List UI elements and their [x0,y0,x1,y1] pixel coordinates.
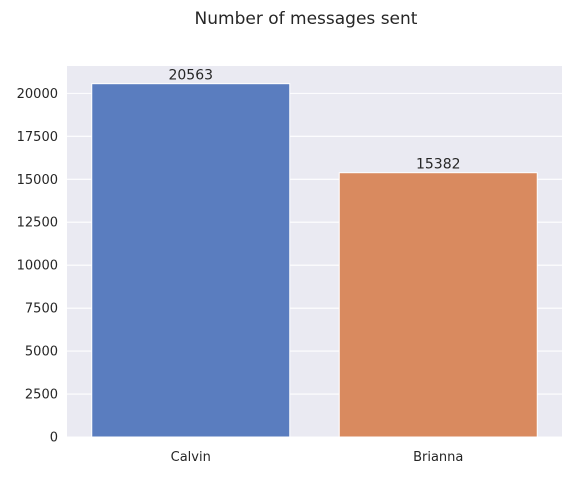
y-tick-label: 2500 [25,388,58,403]
y-axis-ticks: 0 2500 5000 7500 10000 12500 15000 17500 20000 [17,87,58,446]
y-tick-label: 20000 [17,87,58,102]
bars [91,83,538,438]
x-tick-label-brianna: Brianna [413,450,463,465]
y-tick-label: 10000 [17,259,58,274]
bar-brianna [338,172,538,438]
y-tick-label: 5000 [25,345,58,360]
y-tick-label: 0 [50,431,58,446]
y-tick-label: 7500 [25,302,58,317]
y-tick-label: 15000 [17,173,58,188]
y-tick-label: 12500 [17,216,58,231]
y-tick-label: 17500 [17,130,58,145]
x-tick-label-calvin: Calvin [171,450,211,465]
data-labels: 20563 15382 [168,68,460,173]
data-label-calvin: 20563 [168,68,213,84]
chart-title: Number of messages sent [195,9,418,29]
bar-calvin [91,83,291,438]
x-axis-ticks: Calvin Brianna [171,450,464,465]
data-label-brianna: 15382 [416,157,461,173]
